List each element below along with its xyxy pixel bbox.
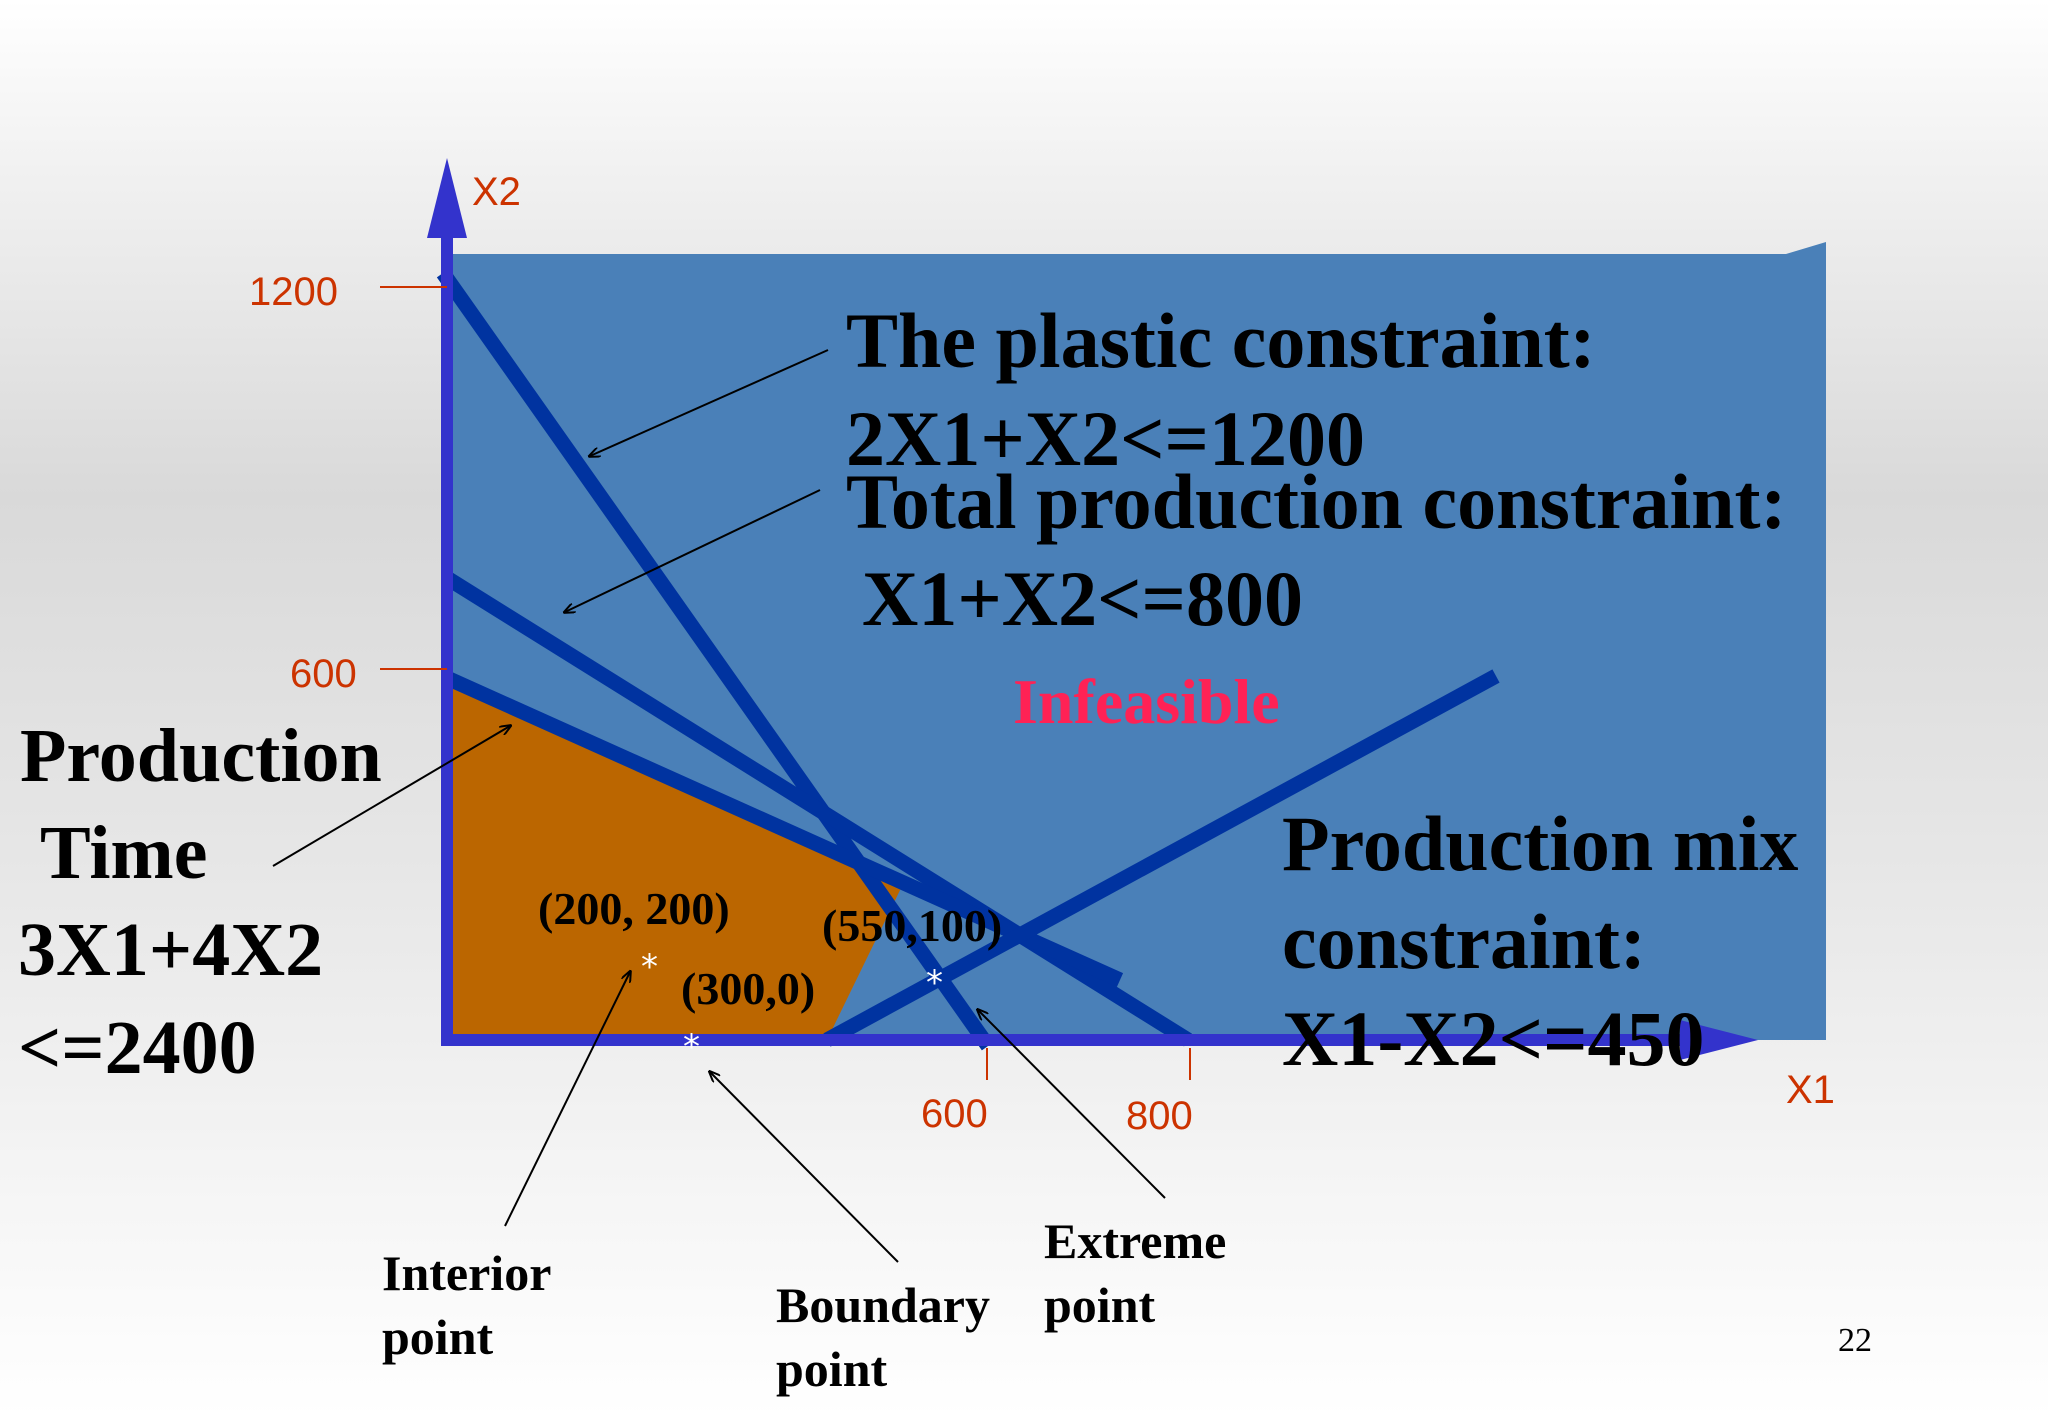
production-time-pointer-arrow	[272, 726, 510, 867]
mix-constraint-title-2: constraint:	[1282, 898, 1646, 985]
interior-point-label-2: point	[382, 1309, 494, 1365]
plastic-constraint-title: The plastic constraint:	[846, 297, 1596, 384]
mix-constraint-expr: X1-X2<=450	[1282, 995, 1705, 1082]
y-tick-label-1200: 1200	[249, 270, 338, 314]
total-production-pointer-arrow	[565, 489, 821, 612]
boundary-point-label-1: Boundary	[776, 1277, 990, 1333]
extreme-point-star: *	[926, 963, 943, 1003]
feasible-region	[447, 678, 904, 1040]
interior-point-label-1: Interior	[382, 1245, 552, 1301]
infeasible-label: Infeasible	[1013, 666, 1280, 737]
plastic-constraint-expr: 2X1+X2<=1200	[846, 395, 1365, 482]
plastic-pointer-arrow	[590, 349, 829, 456]
y-axis-label: X2	[472, 170, 521, 214]
boundary-point-label-2: point	[776, 1341, 888, 1397]
total-constraint-expr: X1+X2<=800	[862, 555, 1303, 642]
y-tick-label-600: 600	[290, 652, 357, 696]
mix-constraint-title-1: Production mix	[1282, 800, 1799, 887]
point-label-200-200: (200, 200)	[538, 883, 730, 934]
point-label-550-100: (550,100)	[822, 900, 1003, 951]
production-mix-constraint-line	[823, 669, 1500, 1047]
x-axis-label: X1	[1786, 1068, 1835, 1112]
interior-point-arrow	[504, 972, 630, 1227]
time-constraint-line-1: Production	[20, 714, 382, 798]
interior-point-star: *	[641, 947, 658, 987]
production-time-constraint-line	[443, 671, 1124, 987]
total-constraint-title: Total production constraint:	[846, 458, 1787, 545]
plastic-constraint-line	[436, 268, 995, 1051]
x-tick-label-800: 800	[1126, 1094, 1193, 1138]
extreme-point-arrow	[978, 1010, 1166, 1199]
extreme-point-label-2: point	[1044, 1277, 1156, 1333]
y-axis-arrowhead	[427, 158, 467, 238]
page-number: 22	[1838, 1322, 1872, 1359]
extreme-point-label-1: Extreme	[1044, 1213, 1227, 1269]
time-constraint-line-4: <=2400	[18, 1006, 257, 1090]
boundary-point-arrow	[710, 1072, 899, 1263]
boundary-point-star: *	[683, 1027, 700, 1067]
x-tick-label-600: 600	[921, 1092, 988, 1136]
point-label-300-0: (300,0)	[681, 963, 816, 1014]
time-constraint-line-3: 3X1+4X2	[18, 908, 324, 992]
x-axis-arrowhead	[1680, 1020, 1758, 1060]
time-constraint-line-2: Time	[40, 811, 208, 895]
